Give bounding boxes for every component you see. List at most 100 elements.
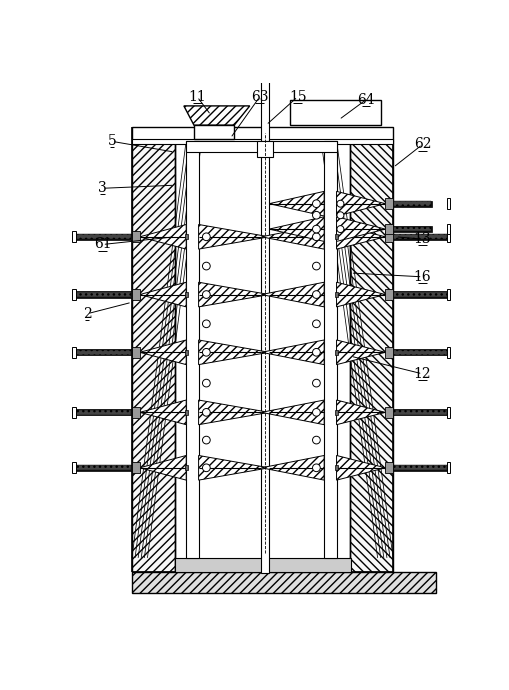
Text: 12: 12 (413, 367, 431, 381)
Polygon shape (261, 400, 324, 424)
Circle shape (202, 464, 210, 472)
Bar (184, 235, 187, 239)
Bar (390, 409, 446, 415)
Bar (261, 57, 269, 573)
Bar (390, 234, 446, 240)
Circle shape (312, 225, 320, 233)
Bar (391, 410, 446, 415)
Bar (385, 347, 392, 357)
Bar (390, 465, 446, 471)
Circle shape (312, 464, 320, 472)
Circle shape (202, 436, 210, 444)
Circle shape (336, 212, 343, 219)
Polygon shape (336, 340, 385, 364)
Polygon shape (261, 455, 324, 480)
Polygon shape (198, 224, 269, 249)
Polygon shape (139, 282, 186, 307)
Bar (334, 293, 337, 297)
Bar (184, 410, 187, 415)
Polygon shape (336, 282, 385, 307)
Text: 61: 61 (94, 237, 111, 251)
Bar (391, 466, 446, 470)
Circle shape (312, 211, 320, 219)
Polygon shape (198, 455, 269, 480)
Bar (174, 558, 350, 572)
Bar (350, 141, 392, 572)
Bar (334, 350, 337, 355)
Bar (391, 201, 430, 206)
Text: 16: 16 (413, 270, 431, 284)
Bar (385, 407, 392, 417)
Bar (132, 462, 139, 473)
Polygon shape (269, 217, 324, 241)
Polygon shape (184, 106, 249, 125)
Bar (184, 293, 187, 297)
Bar (193, 125, 234, 139)
Polygon shape (261, 282, 324, 307)
Bar (132, 289, 139, 300)
Polygon shape (336, 224, 385, 249)
Bar (446, 347, 449, 357)
Circle shape (202, 320, 210, 328)
Bar (72, 289, 76, 300)
Bar (290, 100, 381, 125)
Text: 13: 13 (413, 232, 431, 246)
Circle shape (312, 262, 320, 270)
Bar (391, 350, 446, 355)
Bar (75, 409, 132, 415)
Text: 15: 15 (289, 90, 306, 104)
Bar (334, 466, 337, 470)
Bar (334, 235, 337, 239)
Circle shape (312, 290, 320, 298)
Circle shape (312, 380, 320, 387)
Bar (391, 227, 430, 231)
Bar (132, 139, 392, 144)
Polygon shape (198, 400, 269, 424)
Text: 11: 11 (188, 90, 206, 104)
Bar (72, 231, 76, 242)
Bar (75, 349, 132, 355)
Bar (184, 350, 187, 355)
Bar (132, 127, 392, 141)
Bar (385, 198, 392, 209)
Bar (385, 224, 392, 235)
Bar (324, 141, 336, 558)
Bar (446, 198, 449, 209)
Circle shape (312, 408, 320, 416)
Bar (184, 466, 187, 470)
Circle shape (312, 348, 320, 356)
Circle shape (312, 436, 320, 444)
Bar (186, 141, 198, 558)
Polygon shape (269, 191, 324, 216)
Polygon shape (336, 191, 385, 216)
Bar (385, 231, 392, 242)
Bar (186, 141, 336, 152)
Circle shape (202, 290, 210, 298)
Text: 63: 63 (250, 90, 268, 104)
Bar (72, 407, 76, 417)
Bar (390, 201, 431, 207)
Bar (390, 349, 446, 355)
Bar (132, 141, 174, 572)
Text: 64: 64 (356, 92, 374, 107)
Text: 5: 5 (107, 135, 116, 148)
Circle shape (312, 200, 320, 208)
Bar (390, 291, 446, 297)
Bar (132, 572, 435, 593)
Bar (257, 141, 272, 157)
Bar (385, 289, 392, 300)
Bar (76, 410, 131, 415)
Circle shape (336, 226, 343, 233)
Bar (391, 235, 446, 239)
Bar (446, 462, 449, 473)
Bar (72, 462, 76, 473)
Bar (75, 465, 132, 471)
Circle shape (202, 380, 210, 387)
Bar (75, 234, 132, 240)
Bar (334, 410, 337, 415)
Text: 3: 3 (98, 181, 107, 195)
Polygon shape (261, 224, 324, 249)
Polygon shape (336, 217, 385, 241)
Circle shape (312, 233, 320, 241)
Polygon shape (139, 224, 186, 249)
